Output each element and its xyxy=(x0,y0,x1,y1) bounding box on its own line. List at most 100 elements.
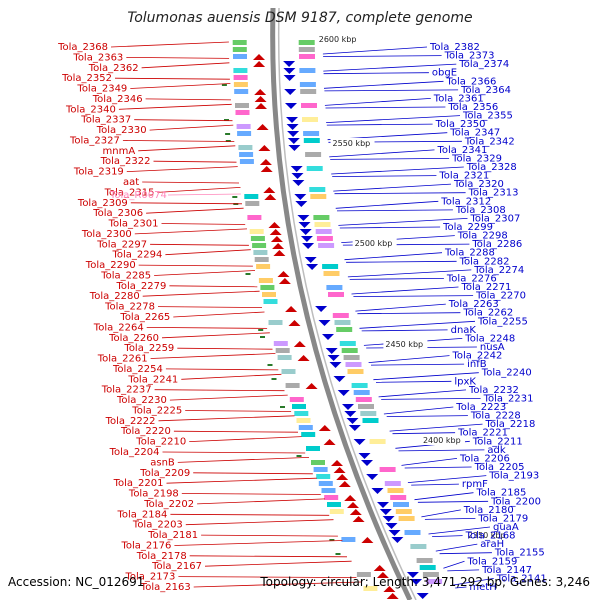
gene-arrow-left xyxy=(253,54,265,60)
gene-label: Tola_2230 xyxy=(116,395,167,406)
kbp-scale-labels: 2600 kbp 2550 kbp 2500 kbp 2450 kbp 2400 kbp… xyxy=(316,34,510,540)
gene-block-right xyxy=(353,390,370,395)
label-connector xyxy=(197,498,326,505)
label-connector xyxy=(336,209,453,212)
label-connector xyxy=(370,363,465,366)
gene-label: Tola_2368 xyxy=(57,42,108,53)
gene-block-left xyxy=(249,229,264,234)
label-connector xyxy=(142,290,260,297)
gene-label: Tola_2173 xyxy=(125,572,176,583)
gene-arrow-right xyxy=(283,75,296,81)
label-connector xyxy=(414,492,474,501)
label-connector xyxy=(153,160,237,163)
gene-label: Tola_2262 xyxy=(462,308,513,319)
gene-block-right xyxy=(379,467,396,472)
gene-arrow-right xyxy=(346,418,359,424)
label-connector xyxy=(150,243,249,246)
label-connector xyxy=(154,389,285,392)
label-connector xyxy=(154,270,256,276)
gene-block-right xyxy=(362,418,379,423)
gene-label: Tola_2340 xyxy=(65,104,116,115)
gene-block-right xyxy=(300,89,317,94)
gene-arrow-right xyxy=(385,523,398,529)
label-connector xyxy=(326,123,433,126)
gene-arrow-right xyxy=(287,131,300,137)
gene-block-right xyxy=(360,411,377,416)
gene-arrow-right xyxy=(377,502,389,508)
gene-block-right xyxy=(355,397,372,402)
gene-block-right xyxy=(416,558,433,563)
gene-arrow-right xyxy=(287,138,300,144)
gene-label: Tola_2286 xyxy=(471,239,522,250)
label-connector xyxy=(381,398,481,400)
gene-arrow-left xyxy=(373,565,386,571)
gene-label: Tola_2255 xyxy=(477,316,528,327)
label-connector xyxy=(134,228,248,235)
gene-arrow-right xyxy=(297,215,310,221)
gene-arrow-right xyxy=(283,68,296,74)
label-connector xyxy=(330,158,450,160)
gene-arrow-right xyxy=(358,453,371,459)
gene-block-right xyxy=(358,404,374,409)
gene-block-left xyxy=(234,89,249,94)
gene-arrow-left xyxy=(278,278,291,284)
label-connector xyxy=(157,187,241,193)
gene-label: aat xyxy=(123,177,139,188)
label-connector xyxy=(339,226,441,229)
gene-label: Tola_2220 xyxy=(120,426,171,437)
gene-block-right xyxy=(369,439,386,444)
label-connector xyxy=(386,415,468,417)
kbp-label: 2450 kbp xyxy=(385,340,423,349)
gene-arrow-right xyxy=(410,579,423,585)
gene-arrow-left xyxy=(255,103,267,109)
gene-labels: Tola_2368Tola_2363Tola_2362Tola_2352Tola… xyxy=(57,42,547,593)
label-connector xyxy=(378,389,467,398)
gene-label: Tola_2322 xyxy=(100,156,151,167)
gene-block-left xyxy=(273,341,288,346)
gene-block-left xyxy=(306,446,320,451)
label-connector xyxy=(322,46,428,55)
gene-arrow-left xyxy=(258,145,271,151)
gene-block-left xyxy=(316,474,331,479)
label-connector xyxy=(138,264,253,267)
gene-block-right xyxy=(398,516,415,521)
gene-label: adk xyxy=(487,445,505,456)
gene-arrow-left xyxy=(338,481,351,487)
gene-arrow-right xyxy=(366,474,379,480)
gene-label: Tola_2327 xyxy=(69,136,120,147)
gene-label: Tola_2271 xyxy=(461,282,512,293)
gene-arrow-right xyxy=(388,530,401,536)
gene-label: Tola_2232 xyxy=(468,385,519,396)
feature-marker xyxy=(232,196,238,198)
label-connector xyxy=(332,175,437,177)
label-connector xyxy=(169,394,288,401)
label-connector xyxy=(122,140,235,142)
label-connector xyxy=(324,98,431,106)
gene-label: Tola_2265 xyxy=(119,312,170,323)
kbp-label: 2350 kbp xyxy=(468,531,506,540)
gene-arrow-left xyxy=(361,537,374,543)
gene-label: Tola_2306 xyxy=(92,208,143,219)
label-connector xyxy=(392,432,456,435)
label-connector xyxy=(351,286,459,295)
gene-label: Tola_2203 xyxy=(132,520,183,531)
gene-label: Tola_2264 xyxy=(93,322,144,333)
gene-label: Tola_2276 xyxy=(446,273,497,284)
gene-block-right xyxy=(298,47,315,52)
gene-label: asnB xyxy=(150,457,175,468)
gene-label: Tola_2285 xyxy=(100,271,151,282)
gene-arrow-right xyxy=(302,243,315,249)
label-connector xyxy=(170,513,330,516)
gene-arrow-right xyxy=(416,593,429,599)
gene-label: Tola_2313 xyxy=(468,188,519,199)
gene-block-right xyxy=(322,264,339,269)
feature-marker xyxy=(258,329,264,331)
gene-arrow-right xyxy=(286,117,298,123)
gene-block-left xyxy=(313,467,328,472)
gene-label: Tola_2330 xyxy=(96,125,147,136)
label-connector xyxy=(346,260,457,263)
gene-label: Tola_2223 xyxy=(455,402,506,413)
label-connector xyxy=(193,472,313,475)
gene-arrow-left xyxy=(305,383,318,389)
gene-label: nusA xyxy=(480,342,505,353)
